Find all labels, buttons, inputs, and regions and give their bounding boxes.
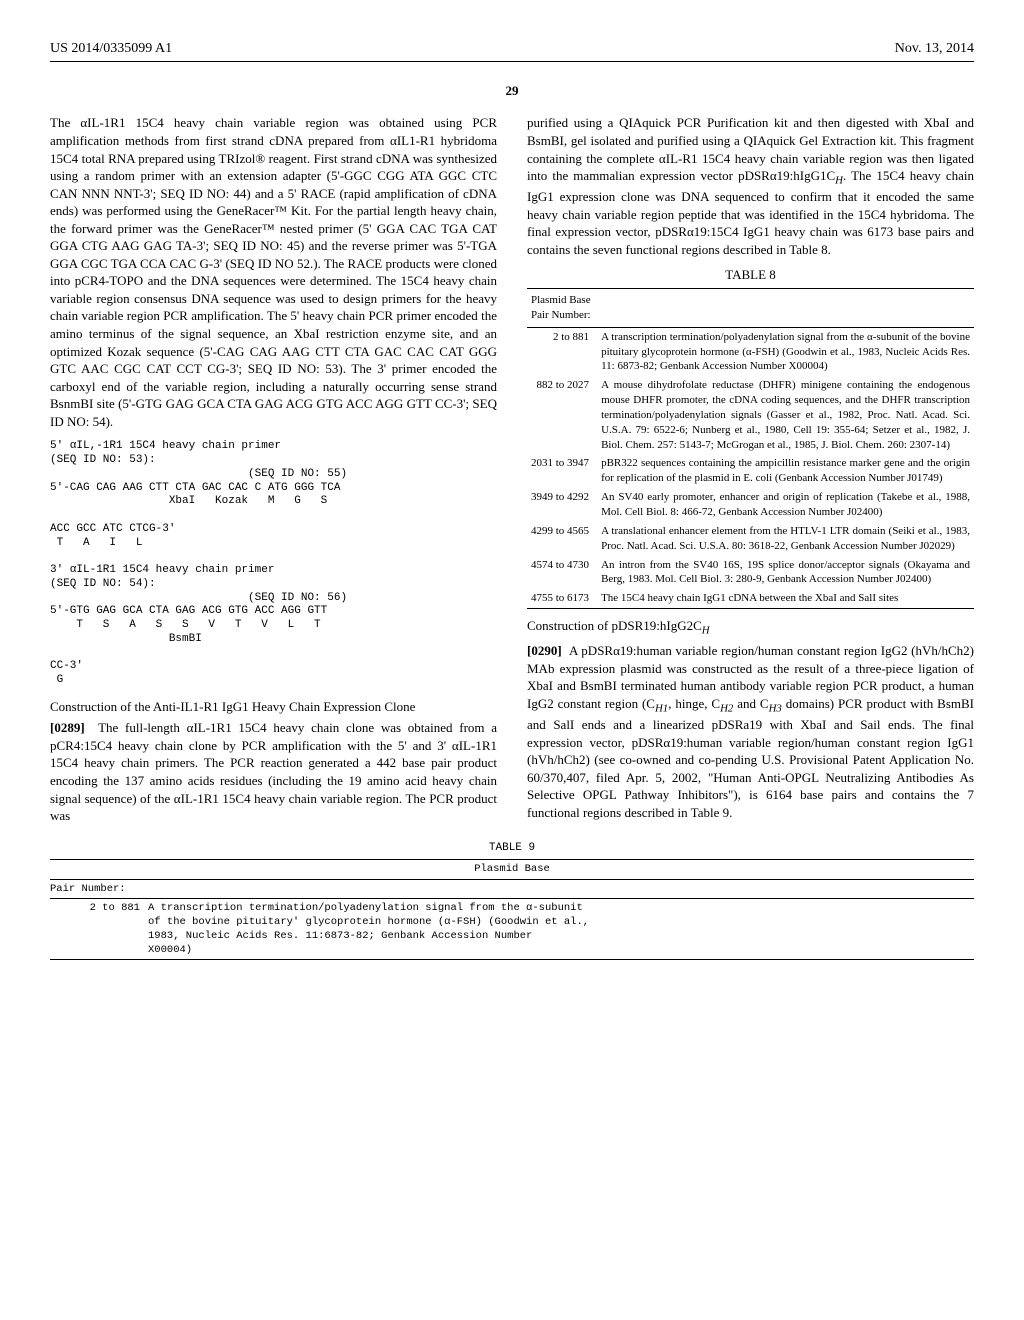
table-9: Plasmid Base Pair Number: 2 to 881 A tra… (50, 859, 974, 960)
table-row: 4299 to 4565A translational enhancer ele… (527, 522, 974, 556)
plasmid-range: 2 to 881 (527, 327, 597, 376)
paragraph-0290: [0290] A pDSRα19:human variable region/h… (527, 642, 974, 821)
page-number: 29 (50, 82, 974, 100)
left-column: The αIL-1R1 15C4 heavy chain variable re… (50, 114, 497, 832)
paragraph-heavy-chain-variable: The αIL-1R1 15C4 heavy chain variable re… (50, 114, 497, 430)
table-9-row: 2 to 881 A transcription termination/pol… (50, 899, 974, 960)
two-column-layout: The αIL-1R1 15C4 heavy chain variable re… (50, 114, 974, 832)
table-9-container: TABLE 9 Plasmid Base Pair Number: 2 to 8… (50, 841, 974, 961)
paragraph-0289: [0289] The full-length αIL-1R1 15C4 heav… (50, 719, 497, 824)
table-row: 4755 to 6173The 15C4 heavy chain IgG1 cD… (527, 589, 974, 608)
table-row: 4574 to 4730An intron from the SV40 16S,… (527, 556, 974, 590)
plasmid-range: 882 to 2027 (527, 376, 597, 454)
table-9-subheader: Pair Number: (50, 880, 974, 899)
table-9-range: 2 to 881 (50, 901, 148, 958)
table-9-label: TABLE 9 (50, 841, 974, 856)
publication-number: US 2014/0335099 A1 (50, 40, 172, 59)
publication-date: Nov. 13, 2014 (895, 40, 974, 59)
table-8-header-right (597, 289, 974, 328)
plasmid-desc: A mouse dihydrofolate reductase (DHFR) m… (597, 376, 974, 454)
plasmid-desc: pBR322 sequences containing the ampicill… (597, 454, 974, 488)
table-row: 882 to 2027A mouse dihydrofolate reducta… (527, 376, 974, 454)
table-row: 3949 to 4292An SV40 early promoter, enha… (527, 488, 974, 522)
page-header: US 2014/0335099 A1 Nov. 13, 2014 (50, 40, 974, 62)
plasmid-desc: The 15C4 heavy chain IgG1 cDNA between t… (597, 589, 974, 608)
plasmid-desc: A translational enhancer element from th… (597, 522, 974, 556)
plasmid-range: 4574 to 4730 (527, 556, 597, 590)
table-8-label: TABLE 8 (527, 266, 974, 284)
table-9-header: Plasmid Base (50, 860, 974, 879)
plasmid-range: 3949 to 4292 (527, 488, 597, 522)
right-column: purified using a QIAquick PCR Purificati… (527, 114, 974, 832)
plasmid-desc: A transcription termination/polyadenylat… (597, 327, 974, 376)
table-8-header-left: Plasmid Base Pair Number: (527, 289, 597, 328)
table-row: 2 to 881A transcription termination/poly… (527, 327, 974, 376)
plasmid-range: 4299 to 4565 (527, 522, 597, 556)
paragraph-purified: purified using a QIAquick PCR Purificati… (527, 114, 974, 258)
table-9-desc: A transcription termination/polyadenylat… (148, 901, 974, 958)
table-8: Plasmid Base Pair Number: 2 to 881A tran… (527, 288, 974, 609)
section-title-pdsr19: Construction of pDSR19:hIgG2CH (527, 617, 974, 638)
para-number-0289: [0289] (50, 720, 85, 735)
plasmid-desc: An intron from the SV40 16S, 19S splice … (597, 556, 974, 590)
plasmid-range: 4755 to 6173 (527, 589, 597, 608)
section-title-construction: Construction of the Anti-IL1-R1 IgG1 Hea… (50, 698, 497, 716)
sequence-block: 5' αIL,-1R1 15C4 heavy chain primer (SEQ… (50, 440, 497, 688)
plasmid-range: 2031 to 3947 (527, 454, 597, 488)
table-row: 2031 to 3947pBR322 sequences containing … (527, 454, 974, 488)
para-number-0290: [0290] (527, 643, 562, 658)
plasmid-desc: An SV40 early promoter, enhancer and ori… (597, 488, 974, 522)
